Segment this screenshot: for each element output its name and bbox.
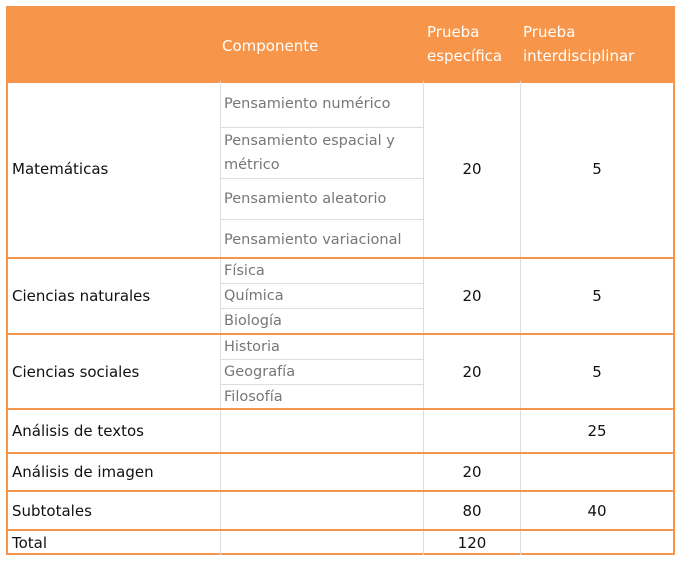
especifica-cell: 80 <box>423 492 520 529</box>
header-prueba-interdisciplinar: Prueba interdisciplinar <box>523 23 635 65</box>
table-row: Subtotales 80 40 <box>8 490 673 529</box>
component-group <box>220 454 423 490</box>
especifica-cell: 20 <box>423 454 520 490</box>
component-cell: Pensamiento espacial y métrico <box>221 128 423 179</box>
table-row: Matemáticas Pensamiento numérico Pensamie… <box>8 81 673 257</box>
area-cell: Análisis de textos <box>12 422 144 440</box>
header-prueba-especifica: Prueba específica <box>427 23 503 65</box>
especifica-cell <box>423 410 520 452</box>
component-cell: Pensamiento aleatorio <box>221 179 423 220</box>
component-group <box>220 410 423 452</box>
component-cell: Filosofía <box>224 389 283 405</box>
especifica-cell: 20 <box>423 259 520 333</box>
table-header: Componente Prueba específica Prueba inte… <box>8 8 673 83</box>
interdisciplinar-cell: 40 <box>520 492 673 529</box>
table-row: Ciencias naturales Física Química Biología… <box>8 257 673 333</box>
table-row: Ciencias sociales Historia Geografía Filos… <box>8 333 673 408</box>
component-group <box>220 492 423 529</box>
table-row: Análisis de textos 25 <box>8 408 673 452</box>
interdisciplinar-cell: 5 <box>520 335 673 408</box>
especifica-cell: 120 <box>423 531 520 555</box>
component-cell: Biología <box>224 313 282 329</box>
area-cell: Ciencias sociales <box>12 362 140 381</box>
interdisciplinar-cell <box>520 454 673 490</box>
interdisciplinar-cell: 25 <box>520 410 673 452</box>
table-row: Análisis de imagen 20 <box>8 452 673 490</box>
area-cell: Ciencias naturales <box>12 287 151 305</box>
component-cell: Química <box>221 284 423 309</box>
interdisciplinar-cell: 5 <box>520 81 673 257</box>
evaluation-table: Componente Prueba específica Prueba inte… <box>6 6 675 555</box>
especifica-cell: 20 <box>423 335 520 408</box>
component-group: Pensamiento numérico Pensamiento espacial… <box>220 81 423 257</box>
area-cell: Total <box>12 534 48 552</box>
header-componente: Componente <box>222 37 319 55</box>
interdisciplinar-cell: 5 <box>520 259 673 333</box>
area-cell: Matemáticas <box>12 160 109 178</box>
component-cell: Pensamiento numérico <box>221 81 423 128</box>
component-cell: Física <box>221 259 423 284</box>
especifica-cell: 20 <box>423 81 520 257</box>
component-cell: Pensamiento variacional <box>224 232 402 248</box>
component-cell: Historia <box>221 335 423 360</box>
component-group: Física Química Biología <box>220 259 423 333</box>
table-row: Total 120 <box>8 529 673 555</box>
component-group: Historia Geografía Filosofía <box>220 335 423 408</box>
area-cell: Subtotales <box>12 501 92 520</box>
component-group <box>220 531 423 555</box>
component-cell: Geografía <box>221 360 423 385</box>
interdisciplinar-cell <box>520 531 673 555</box>
area-cell: Análisis de imagen <box>12 463 154 481</box>
